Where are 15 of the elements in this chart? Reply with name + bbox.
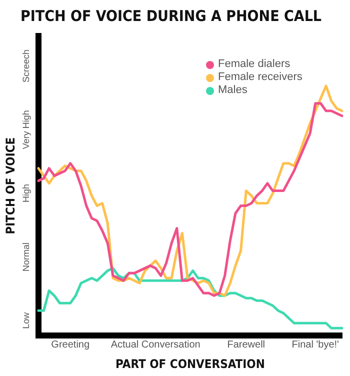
text: Normal [20,242,31,272]
x-tick-label: Actual Conversation [110,339,200,350]
text: Very High [20,110,31,150]
text: Low [20,312,31,329]
x-tick-label: Farewell [227,339,266,350]
x-tick-label: Greeting [51,339,90,350]
text: Screech [20,49,31,82]
legend-label: Female receivers [218,71,302,84]
text: High [20,184,31,203]
legend-label: Female dialers [218,58,290,71]
x-axis-title: PART OF CONVERSATION [116,356,265,371]
x-tick-label: Final 'bye!' [292,339,340,350]
y-axis-title: PITCH OF VOICE [3,137,18,234]
chart-title: PITCH OF VOICE DURING A PHONE CALL [20,6,322,25]
legend-label: Males [218,84,248,97]
